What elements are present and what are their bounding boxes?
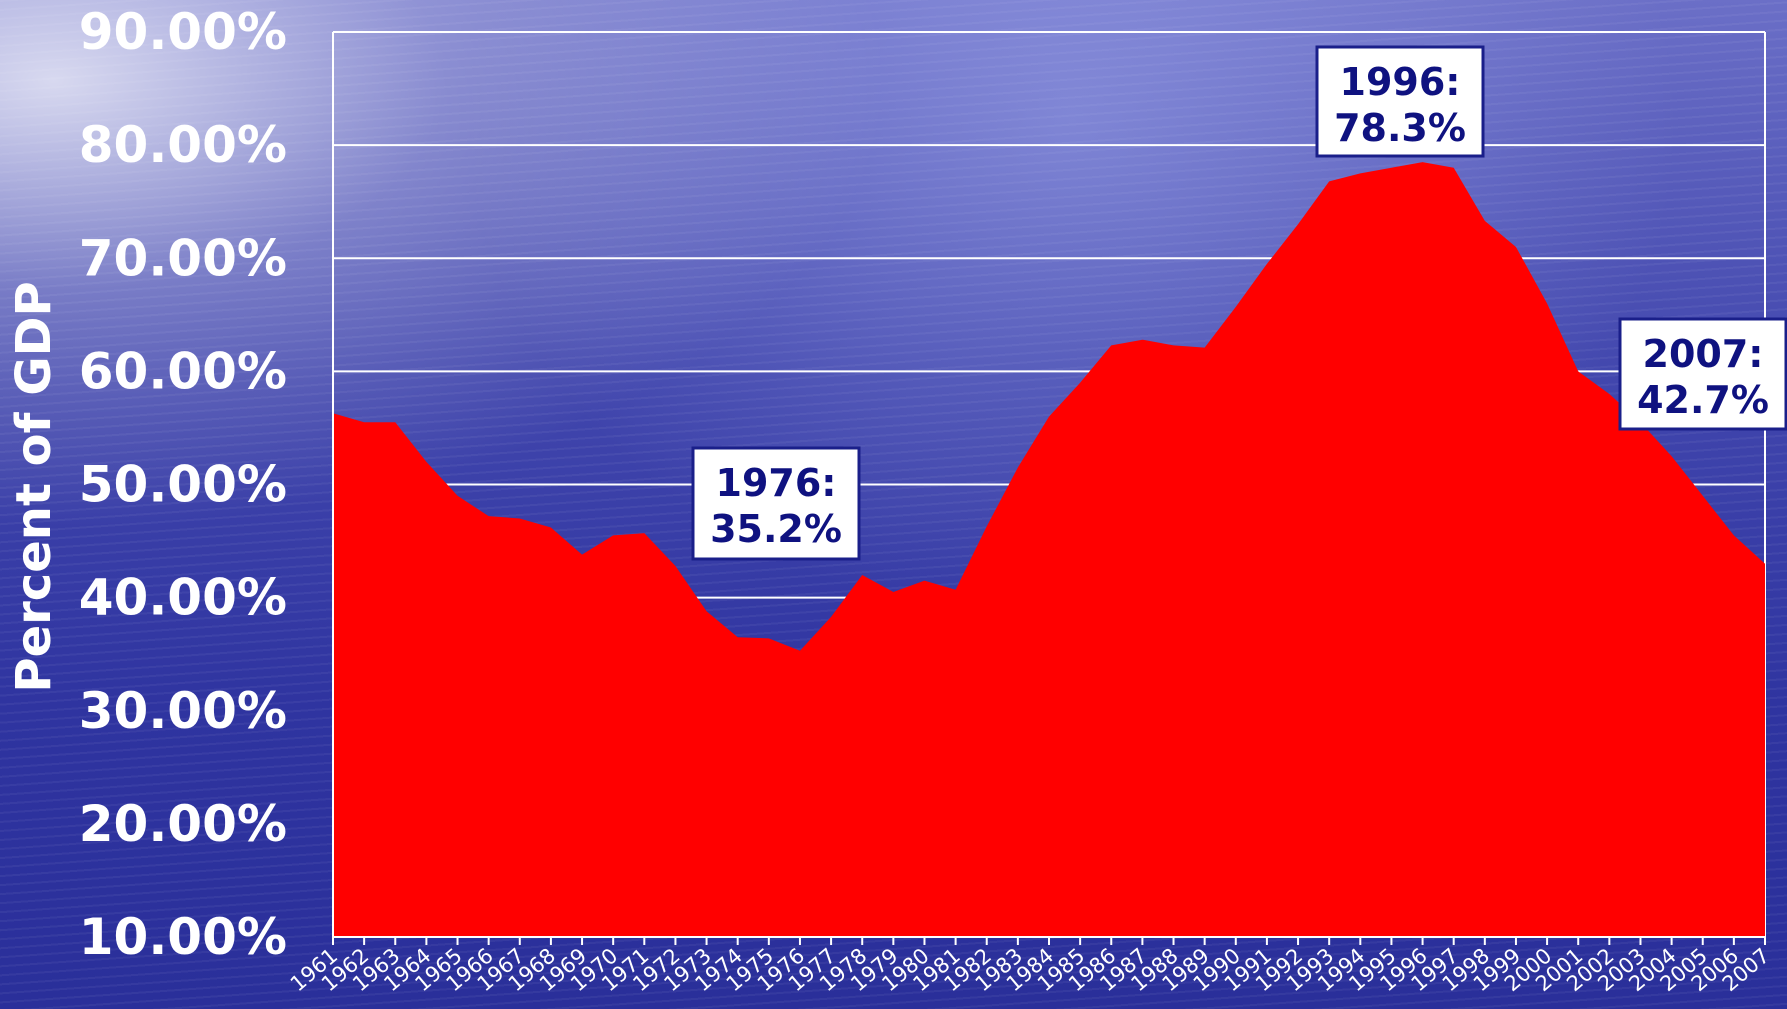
y-tick-label: 10.00% (79, 908, 287, 966)
y-axis-label: Percent of GDP (6, 281, 62, 692)
axes (332, 32, 1766, 945)
annotation-year: 1976: (716, 461, 837, 505)
y-tick-label: 80.00% (79, 116, 287, 174)
annotation-value: 42.7% (1637, 378, 1769, 422)
annotation-box: 1996:78.3% (1315, 45, 1485, 158)
y-tick-label: 40.00% (79, 569, 287, 627)
y-tick-label: 30.00% (79, 682, 287, 740)
annotation-background (1315, 45, 1485, 158)
annotations: 1976:35.2% 1996:78.3% 2007:42.7% (691, 45, 1787, 561)
annotation-year: 2007: (1643, 332, 1764, 376)
annotation-background (1618, 317, 1787, 431)
annotation-box: 1976:35.2% (691, 446, 861, 561)
annotation-value: 78.3% (1334, 106, 1466, 150)
y-tick-label: 60.00% (79, 342, 287, 400)
y-axis-ticks: 10.00% 20.00% 30.00% 40.00% 50.00% 60.00% 70.0… (79, 3, 287, 966)
area-series (333, 162, 1765, 938)
y-tick-label: 50.00% (79, 456, 287, 514)
annotation-background (691, 446, 861, 561)
y-tick-label: 70.00% (79, 229, 287, 287)
annotation-box: 2007:42.7% (1618, 317, 1787, 431)
annotation-year: 1996: (1340, 60, 1461, 104)
y-tick-label: 20.00% (79, 795, 287, 853)
area-fill (333, 162, 1765, 938)
y-tick-label: 90.00% (79, 3, 287, 61)
x-axis-ticks: 1961196219631964196519661967196819691970… (286, 943, 1774, 996)
annotation-value: 35.2% (710, 507, 842, 551)
